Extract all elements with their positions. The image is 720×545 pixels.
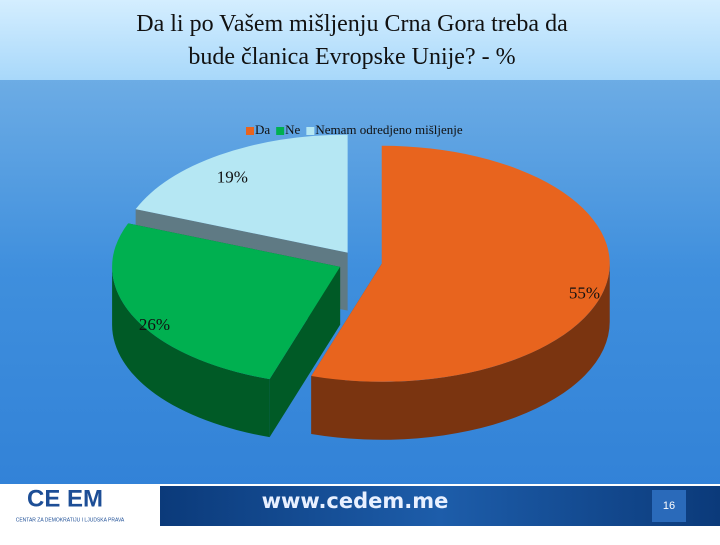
legend-label: Nemam odredjeno mišljenje (315, 122, 463, 137)
data-label: 55% (569, 283, 600, 302)
chart-title: Da li po Vašem mišljenju Crna Gora treba… (136, 11, 568, 70)
legend-swatch (306, 127, 315, 135)
pie-side (112, 266, 270, 438)
data-label: 26% (139, 315, 170, 334)
data-label: 19% (217, 168, 248, 187)
pie-slice (112, 223, 341, 380)
pie-plot: 55% 26% 19% Da Ne Nemam odredjeno mišljenje (112, 122, 610, 440)
legend-label: Ne (285, 122, 300, 137)
footer-bar (160, 486, 720, 526)
legend-label: Da (255, 122, 270, 137)
legend-swatch (276, 127, 285, 135)
footer-url[interactable]: www.cedem.me (262, 489, 449, 513)
pie-side (311, 263, 610, 440)
pie-slice (311, 145, 610, 382)
logo-subtitle: CENTAR ZA DEMOKRATIJU I LJUDSKA PRAVA (16, 517, 125, 523)
slide-number-box (652, 490, 686, 522)
title-band (0, 0, 720, 80)
logo: CE EM (27, 485, 103, 512)
legend-swatch (246, 127, 254, 135)
pie-slice (135, 134, 348, 253)
slide-number: 16 (663, 500, 675, 512)
